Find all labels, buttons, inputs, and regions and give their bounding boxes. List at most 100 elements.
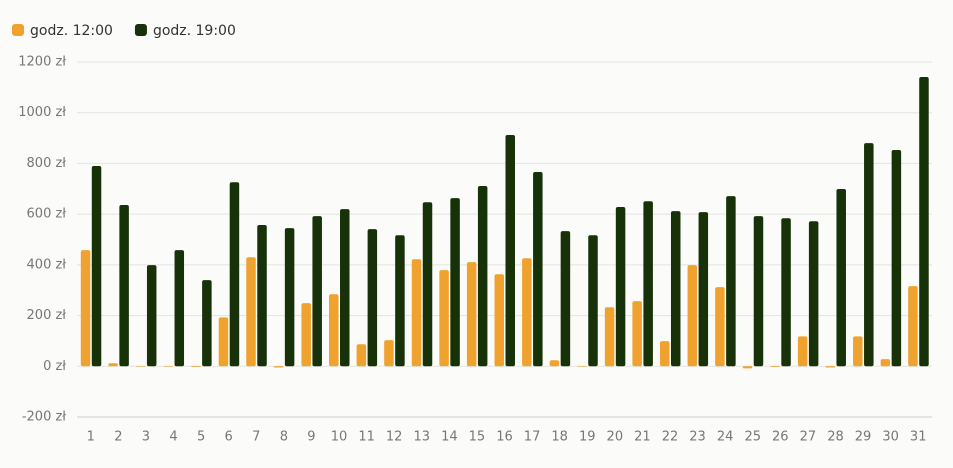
bar [698, 212, 709, 367]
bar [588, 235, 598, 367]
bar [577, 366, 587, 367]
bar [395, 235, 405, 367]
bar [80, 250, 91, 367]
bar [119, 205, 129, 367]
legend-swatch[interactable] [134, 24, 147, 36]
bar [312, 216, 322, 367]
x-tick-label: 27 [800, 430, 817, 445]
bar [891, 149, 902, 367]
x-tick-label: 15 [469, 430, 486, 445]
x-tick-label: 10 [331, 430, 348, 445]
bar [864, 143, 874, 367]
legend-swatch[interactable] [12, 24, 24, 36]
bar [273, 366, 284, 368]
bar [108, 363, 118, 367]
x-tick-label: 25 [744, 430, 761, 445]
legend-text[interactable]: godz. 19:00 [153, 23, 236, 39]
x-tick-label: 11 [358, 430, 375, 445]
y-tick-label: 800 zł [27, 156, 67, 171]
bar [797, 336, 808, 367]
x-tick-label: 7 [252, 430, 260, 445]
bar [770, 366, 780, 368]
bar [257, 225, 267, 367]
x-tick-label: 3 [142, 430, 150, 445]
bar [549, 360, 560, 367]
bar [643, 201, 653, 367]
bar [753, 216, 764, 367]
x-tick-label: 19 [579, 430, 596, 445]
x-tick-label: 1 [87, 430, 95, 445]
y-tick-label: 200 zł [27, 308, 67, 323]
bar [422, 202, 433, 367]
bar [229, 182, 240, 367]
x-tick-label: 31 [910, 430, 927, 445]
bar [356, 344, 367, 367]
bar [522, 258, 532, 367]
bar [301, 303, 311, 367]
x-tick-label: 16 [496, 430, 513, 445]
bar [174, 250, 185, 367]
bar [284, 228, 295, 367]
y-tick-label: 1000 zł [18, 105, 66, 120]
bar [615, 207, 626, 367]
x-tick-label: 20 [607, 430, 624, 445]
x-tick-label: 8 [280, 430, 288, 445]
x-tick-label: 2 [114, 430, 122, 445]
bar [781, 218, 791, 367]
bar [560, 231, 571, 367]
bar [450, 198, 460, 367]
bar [135, 366, 146, 367]
x-tick-label: 28 [827, 430, 844, 445]
x-tick-label: 23 [689, 430, 706, 445]
bar [533, 172, 543, 367]
bar [494, 274, 504, 367]
y-tick-label: 0 zł [43, 359, 66, 374]
bar [726, 196, 736, 367]
bar [246, 257, 256, 367]
legend-text[interactable]: godz. 12:00 [30, 23, 113, 39]
bar [836, 189, 846, 367]
y-tick-label: -200 zł [22, 410, 66, 425]
bar [477, 185, 488, 367]
x-tick-label: 5 [197, 430, 205, 445]
bar [659, 341, 670, 367]
bar [202, 280, 212, 367]
x-tick-label: 24 [717, 430, 734, 445]
bar [632, 301, 642, 367]
x-tick-label: 12 [386, 430, 403, 445]
bar [742, 366, 753, 369]
bar [91, 165, 102, 367]
x-tick-label: 14 [441, 430, 458, 445]
x-tick-label: 29 [855, 430, 872, 445]
x-tick-label: 22 [662, 430, 679, 445]
bar [411, 259, 422, 367]
x-tick-label: 13 [413, 430, 430, 445]
y-tick-label: 1200 zł [18, 55, 66, 70]
x-tick-label: 6 [225, 430, 233, 445]
bar [880, 359, 891, 367]
x-tick-label: 17 [524, 430, 541, 445]
bar [604, 307, 615, 367]
bar [466, 262, 477, 367]
bar [163, 366, 174, 367]
bar [825, 366, 835, 368]
bar [687, 265, 698, 367]
bar [218, 317, 229, 367]
bar [146, 265, 157, 367]
bar [908, 286, 918, 367]
y-tick-label: 400 zł [27, 257, 67, 272]
x-tick-label: 21 [634, 430, 651, 445]
bar [340, 209, 350, 367]
bar [670, 211, 681, 367]
x-tick-label: 26 [772, 430, 789, 445]
bar [439, 270, 449, 367]
x-tick-label: 9 [307, 430, 315, 445]
bar [191, 366, 201, 368]
bar [367, 229, 378, 367]
x-tick-label: 18 [551, 430, 568, 445]
bar [384, 340, 394, 367]
x-tick-label: 4 [169, 430, 177, 445]
bar [808, 221, 819, 367]
bar [715, 287, 725, 367]
